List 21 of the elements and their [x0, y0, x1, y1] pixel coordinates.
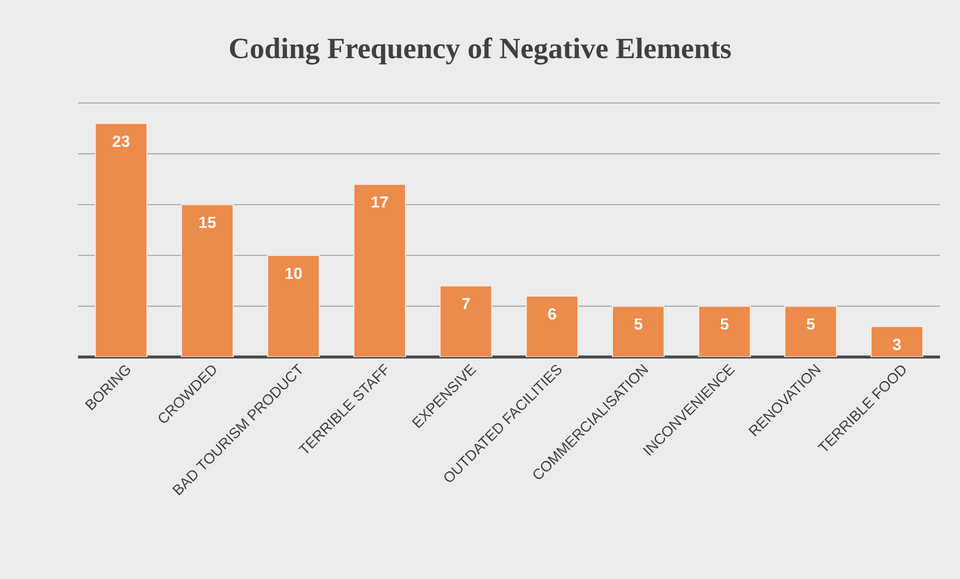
bar	[353, 184, 406, 357]
data-label: 15	[199, 216, 216, 228]
data-label: 3	[892, 338, 901, 350]
data-label: 5	[634, 318, 642, 330]
data-label: 17	[372, 196, 388, 208]
bar	[180, 204, 234, 357]
data-label: 5	[806, 318, 815, 330]
bar	[612, 306, 665, 357]
bar	[784, 306, 838, 357]
bar	[526, 296, 578, 357]
data-label: 10	[286, 268, 302, 279]
bar	[698, 306, 751, 357]
chart-title: Coding Frequency of Negative Elements	[230, 37, 731, 65]
data-label: 5	[720, 318, 729, 330]
data-label: 6	[548, 308, 556, 320]
bar	[870, 326, 924, 357]
bar	[94, 122, 148, 357]
bar	[440, 285, 492, 357]
bar	[267, 254, 320, 357]
data-label: 23	[112, 136, 130, 147]
data-label: 7	[462, 298, 470, 310]
